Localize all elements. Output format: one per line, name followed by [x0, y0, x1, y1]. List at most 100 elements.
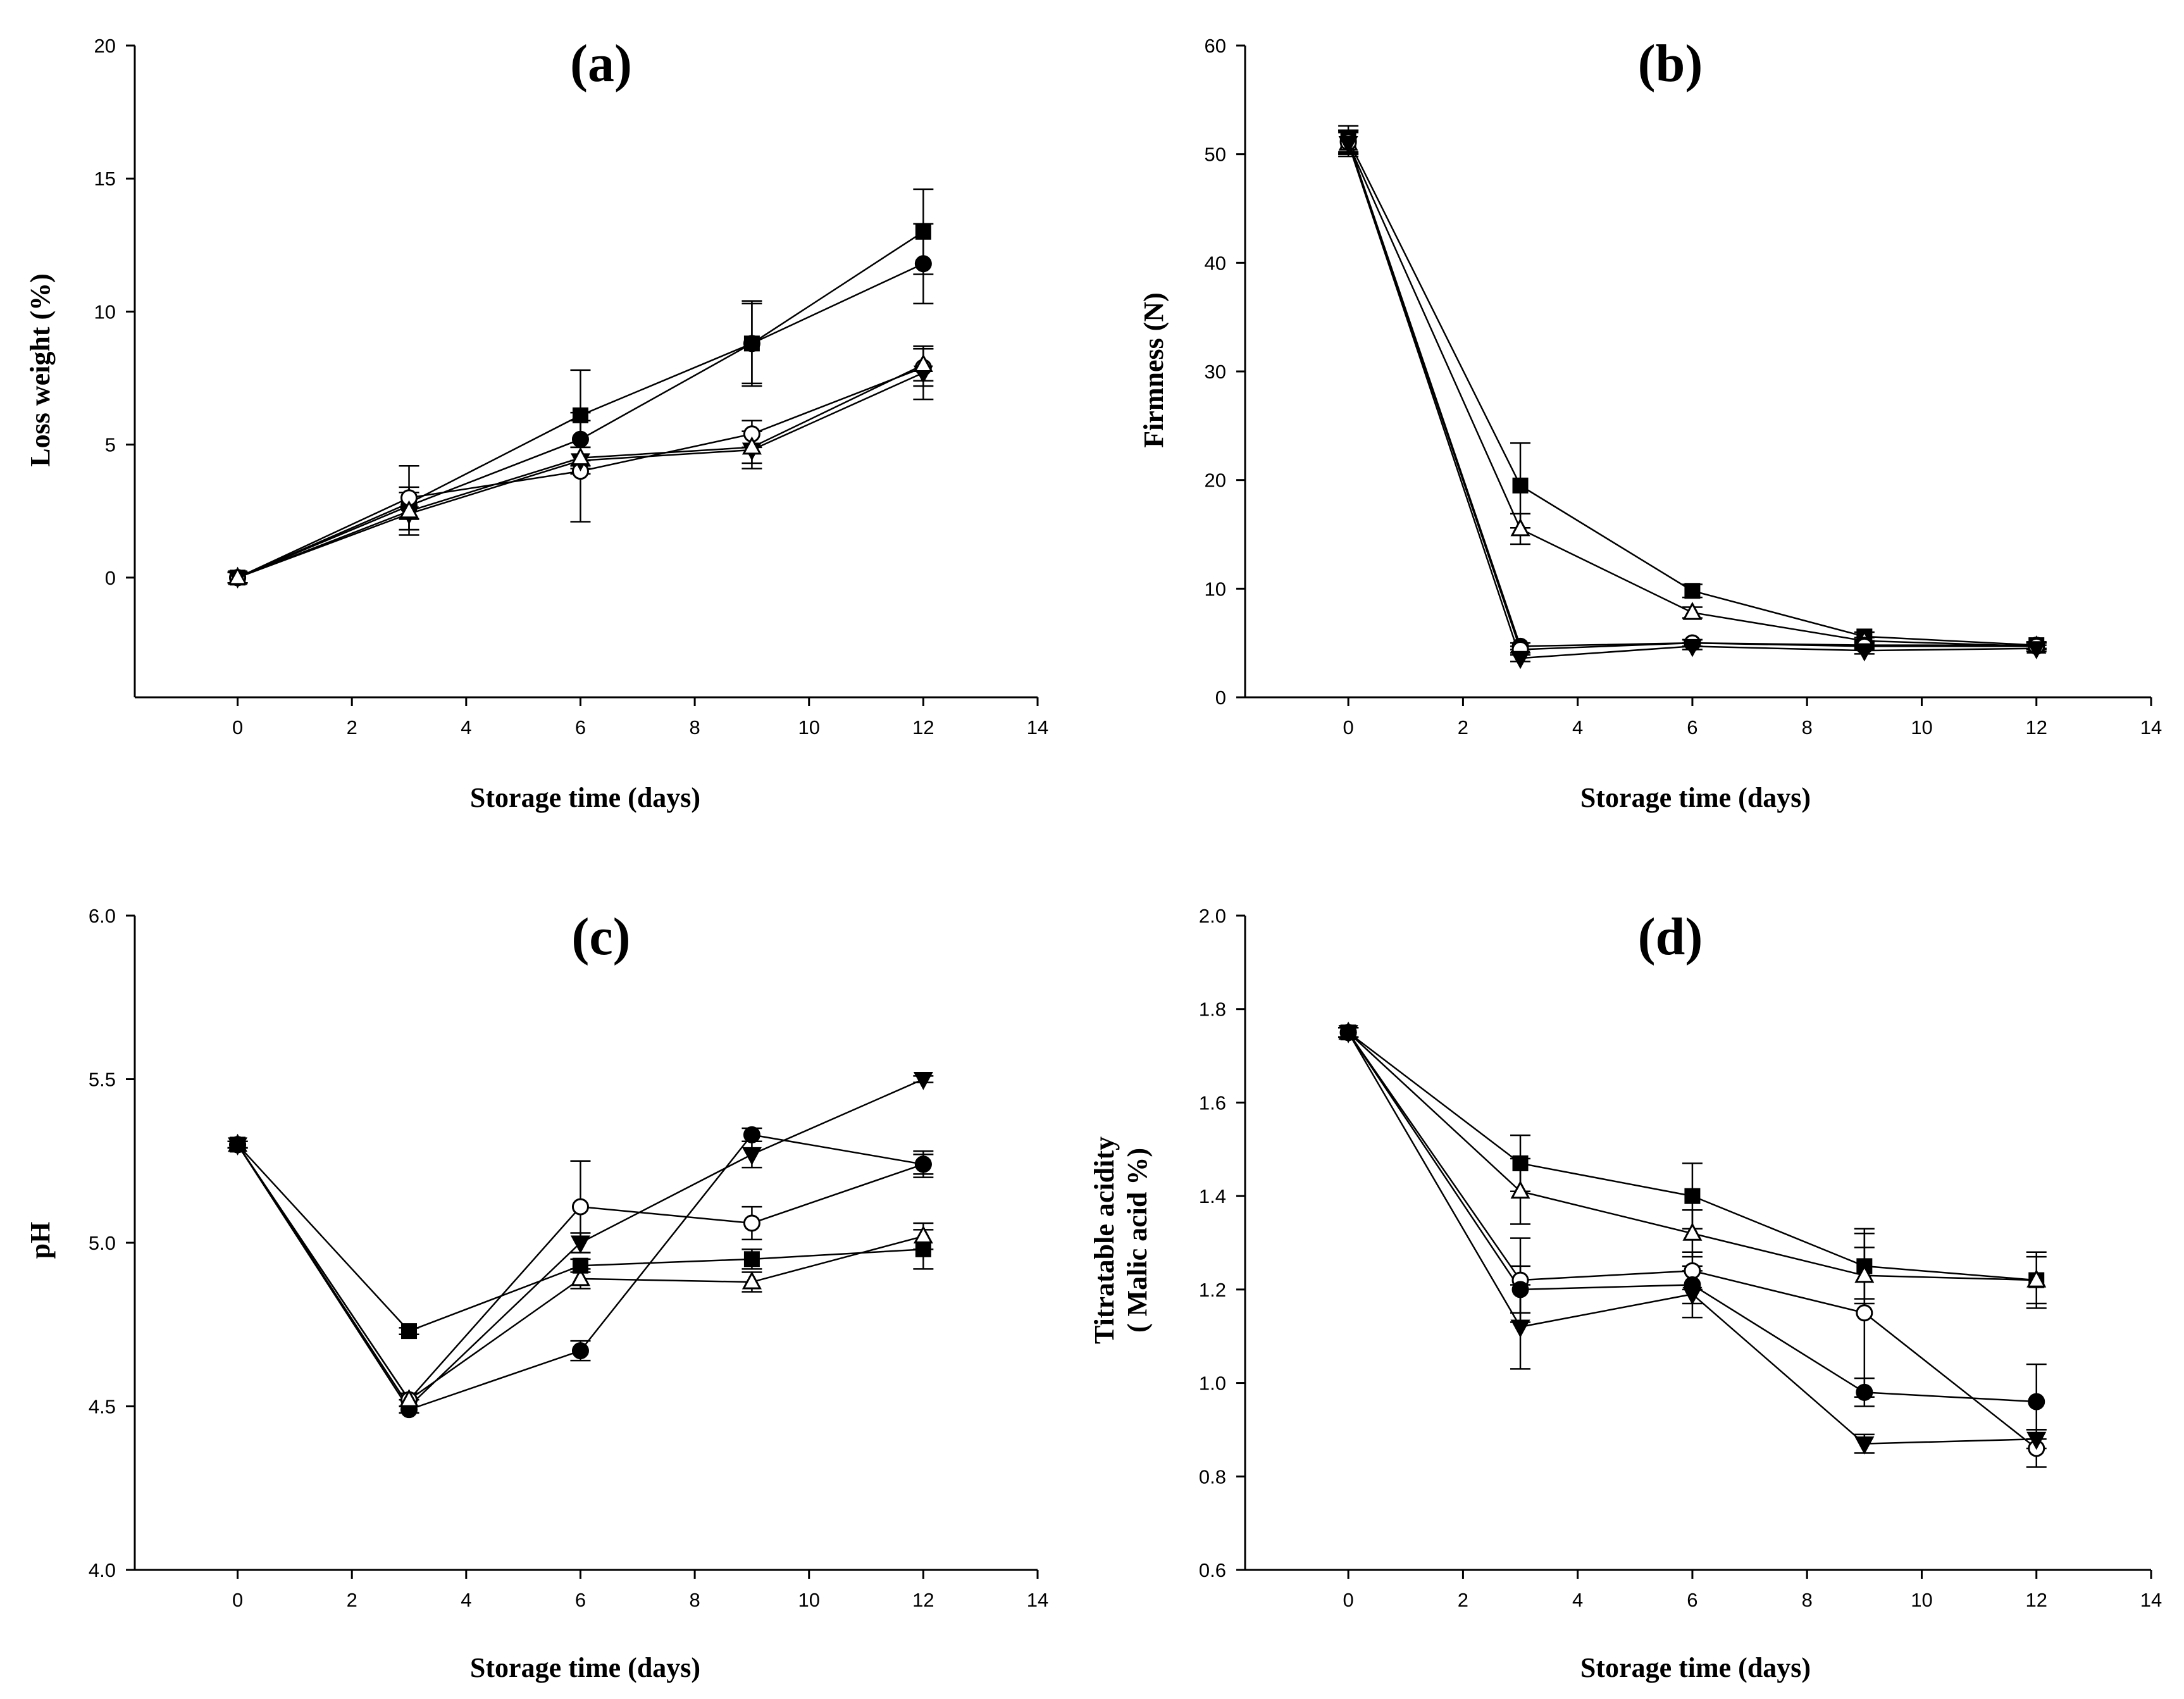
data-point-triangle-down-filled: [1510, 650, 1530, 669]
data-point-triangle-up-open: [1854, 1264, 1875, 1283]
data-point-circle-open: [571, 1198, 589, 1216]
data-point-triangle-down-filled: [1338, 136, 1358, 154]
data-point-triangle-up-open: [2026, 1269, 2047, 1288]
panel-title-a: (a): [570, 34, 632, 93]
x-tick-label: 0: [232, 716, 243, 738]
y-tick-label: 40: [1205, 252, 1226, 274]
x-tick-label: 2: [1458, 716, 1468, 738]
data-point-triangle-up-open: [399, 500, 419, 519]
y-tick-label: 20: [94, 35, 116, 57]
data-point-triangle-up-open: [570, 447, 590, 466]
data-point-circle-filled: [1511, 1281, 1529, 1298]
y-tick-label: 60: [1205, 35, 1226, 57]
y-tick-label: 4.0: [89, 1559, 116, 1581]
x-tick-label: 8: [1802, 716, 1813, 738]
x-tick-label: 14: [1027, 716, 1048, 738]
panel-c: (c) Storage time (days) pH 0 2 4 6 8 10 12 14 4.…: [25, 905, 1048, 1683]
y-tick-label: 0: [105, 567, 116, 589]
y-tick-label: 1.0: [1199, 1372, 1226, 1395]
x-tick-label: 12: [912, 716, 934, 738]
data-point-square-filled: [572, 1257, 588, 1274]
data-point-triangle-down-filled: [1682, 1286, 1703, 1305]
data-point-square-filled: [915, 1241, 931, 1257]
y-tick-label: 1.8: [1199, 999, 1226, 1021]
data-point-circle-filled: [914, 1155, 932, 1173]
x-tick-label: 12: [2025, 1589, 2047, 1611]
panel-title-d: (d): [1638, 907, 1703, 966]
y-tick-label: 0: [1215, 687, 1226, 709]
data-point-circle-open: [1856, 1304, 1873, 1322]
x-tick-label: 2: [347, 1589, 357, 1611]
y-tick-label: 15: [94, 168, 116, 190]
x-tick-label: 14: [1027, 1589, 1048, 1611]
data-point-square-filled: [1512, 477, 1529, 494]
data-point-square-filled: [915, 223, 931, 240]
y-tick-label: 20: [1205, 470, 1226, 492]
data-point-circle-filled: [743, 1126, 760, 1143]
y-axis-title-a: Loss weight (%): [25, 273, 56, 467]
data-point-triangle-up-open: [570, 1267, 590, 1286]
x-tick-label: 0: [232, 1589, 243, 1611]
x-tick-label: 2: [347, 716, 357, 738]
x-tick-label: 6: [575, 1589, 586, 1611]
y-tick-label: 1.2: [1199, 1279, 1226, 1301]
data-point-circle-filled: [743, 335, 760, 352]
data-point-triangle-up-open: [1510, 518, 1530, 537]
data-point-square-filled: [1684, 1188, 1701, 1204]
data-point-square-filled: [1684, 583, 1701, 599]
y-tick-label: 5.5: [89, 1069, 116, 1091]
series-line-4: [1347, 143, 2037, 659]
y-axis-title-c: pH: [25, 1222, 56, 1259]
x-tick-label: 4: [1572, 716, 1583, 738]
data-point-triangle-up-open: [1682, 601, 1703, 620]
x-tick-label: 14: [2140, 1589, 2162, 1611]
x-tick-label: 6: [1687, 716, 1697, 738]
y-tick-label: 0.8: [1199, 1466, 1226, 1488]
y-tick-label: 10: [94, 301, 116, 323]
panel-b: (b) Storage time (days) Firmness (N) 0 2 4…: [1138, 34, 2162, 813]
data-point-circle-filled: [2028, 1393, 2045, 1410]
data-point-triangle-down-filled: [1510, 1319, 1530, 1338]
data-point-square-filled: [743, 1251, 760, 1267]
panel-d: (d) Storage time (days) Titratable acidi…: [1089, 905, 2162, 1683]
data-point-square-filled: [572, 407, 588, 423]
x-tick-label: 8: [1802, 1589, 1813, 1611]
x-axis-title-c: Storage time (days): [470, 1652, 700, 1683]
data-point-triangle-down-filled: [741, 1147, 762, 1166]
x-tick-label: 2: [1458, 1589, 1468, 1611]
x-tick-label: 8: [689, 716, 700, 738]
x-tick-label: 6: [1687, 1589, 1697, 1611]
data-point-triangle-up-open: [1510, 1180, 1530, 1199]
data-point-triangle-down-filled: [1854, 643, 1875, 662]
y-tick-label: 6.0: [89, 905, 116, 927]
x-axis-title-b: Storage time (days): [1580, 782, 1811, 813]
y-axis-title-b: Firmness (N): [1138, 292, 1169, 448]
panel-title-c: (c): [571, 907, 630, 966]
data-point-triangle-down-filled: [570, 1235, 590, 1254]
x-tick-label: 12: [912, 1589, 934, 1611]
x-tick-label: 10: [1911, 1589, 1932, 1611]
data-point-triangle-up-open: [741, 1271, 762, 1290]
series-line-0: [1348, 139, 2037, 646]
x-tick-label: 4: [461, 716, 471, 738]
y-tick-label: 1.6: [1199, 1092, 1226, 1114]
data-point-circle-filled: [914, 255, 932, 273]
y-axis-title-d-line1: Titratable acidity: [1089, 1136, 1120, 1344]
panel-title-b: (b): [1638, 34, 1703, 93]
data-point-circle-open: [743, 1214, 760, 1232]
data-point-circle-filled: [571, 430, 589, 448]
panel-a: (a) Storage time (days) Loss weight (%) …: [25, 34, 1048, 813]
y-tick-label: 2.0: [1199, 905, 1226, 927]
data-point-triangle-up-open: [741, 436, 762, 455]
y-tick-label: 5: [105, 434, 116, 456]
y-tick-label: 30: [1205, 361, 1226, 383]
data-point-triangle-up-open: [1682, 1223, 1703, 1241]
series-line-3: [1347, 142, 2037, 650]
y-tick-label: 4.5: [89, 1396, 116, 1418]
x-tick-label: 0: [1343, 1589, 1354, 1611]
data-point-square-filled: [230, 1136, 246, 1153]
x-tick-label: 4: [1572, 1589, 1583, 1611]
x-tick-label: 0: [1343, 716, 1354, 738]
data-point-triangle-up-open: [228, 566, 248, 585]
